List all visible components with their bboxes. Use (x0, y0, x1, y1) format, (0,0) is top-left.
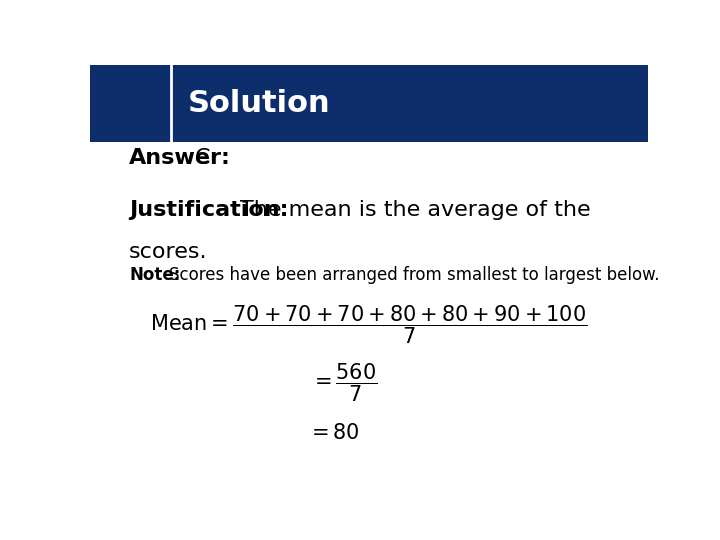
Text: Solution: Solution (188, 89, 330, 118)
Text: Scores have been arranged from smallest to largest below.: Scores have been arranged from smallest … (169, 266, 660, 285)
Text: $= 80$: $= 80$ (307, 423, 360, 443)
FancyBboxPatch shape (90, 65, 648, 141)
Text: Answer:: Answer: (129, 148, 231, 168)
Text: $= \dfrac{560}{7}$: $= \dfrac{560}{7}$ (310, 362, 377, 404)
Text: scores.: scores. (129, 241, 207, 261)
Text: C: C (195, 148, 210, 168)
Text: Justification:: Justification: (129, 200, 289, 220)
Text: $\mathrm{Mean} = \dfrac{70+70+70+80+80+90+100}{7}$: $\mathrm{Mean} = \dfrac{70+70+70+80+80+9… (150, 303, 588, 346)
Text: The mean is the average of the: The mean is the average of the (240, 200, 590, 220)
Text: Note:: Note: (129, 266, 181, 285)
